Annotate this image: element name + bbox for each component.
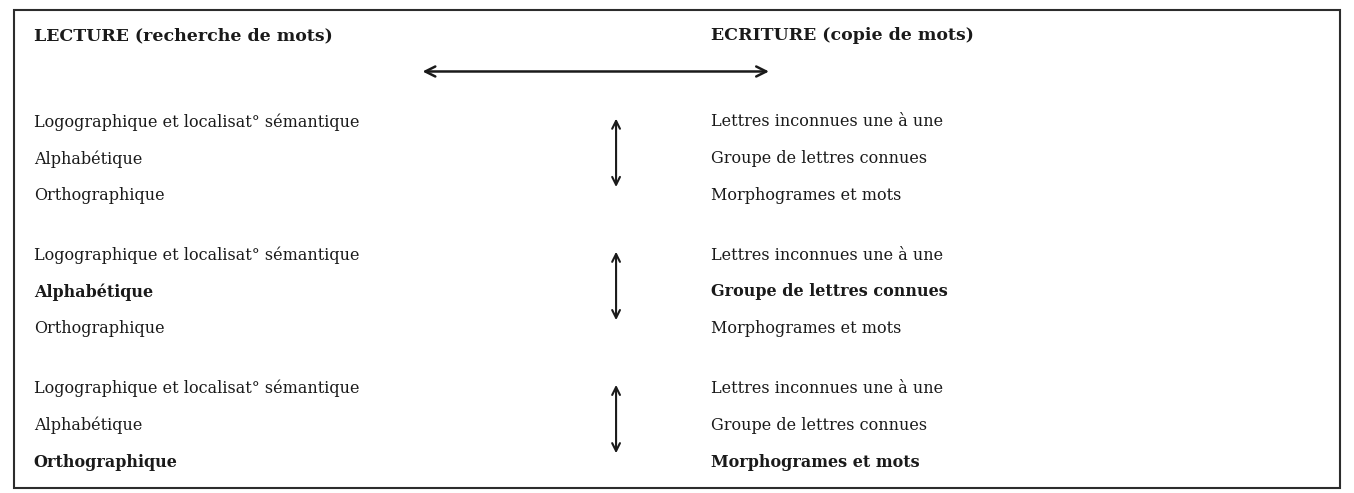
Text: Orthographique: Orthographique — [34, 187, 164, 204]
Text: Lettres inconnues une à une: Lettres inconnues une à une — [711, 113, 942, 130]
Text: ECRITURE (copie de mots): ECRITURE (copie de mots) — [711, 27, 974, 44]
Text: Groupe de lettres connues: Groupe de lettres connues — [711, 417, 927, 433]
Text: Orthographique: Orthographique — [34, 320, 164, 337]
Text: Morphogrames et mots: Morphogrames et mots — [711, 187, 902, 204]
Text: Alphabétique: Alphabétique — [34, 417, 142, 434]
FancyBboxPatch shape — [14, 10, 1340, 488]
Text: Groupe de lettres connues: Groupe de lettres connues — [711, 150, 927, 167]
Text: Morphogrames et mots: Morphogrames et mots — [711, 320, 902, 337]
Text: Logographique et localisat° sémantique: Logographique et localisat° sémantique — [34, 380, 359, 397]
Text: Lettres inconnues une à une: Lettres inconnues une à une — [711, 246, 942, 263]
Text: Logographique et localisat° sémantique: Logographique et localisat° sémantique — [34, 113, 359, 131]
Text: Alphabétique: Alphabétique — [34, 283, 153, 301]
Text: Logographique et localisat° sémantique: Logographique et localisat° sémantique — [34, 246, 359, 264]
Text: Morphogrames et mots: Morphogrames et mots — [711, 454, 919, 470]
Text: Orthographique: Orthographique — [34, 454, 177, 470]
Text: Alphabétique: Alphabétique — [34, 150, 142, 168]
Text: Lettres inconnues une à une: Lettres inconnues une à une — [711, 380, 942, 396]
Text: Groupe de lettres connues: Groupe de lettres connues — [711, 283, 948, 300]
Text: LECTURE (recherche de mots): LECTURE (recherche de mots) — [34, 27, 333, 44]
